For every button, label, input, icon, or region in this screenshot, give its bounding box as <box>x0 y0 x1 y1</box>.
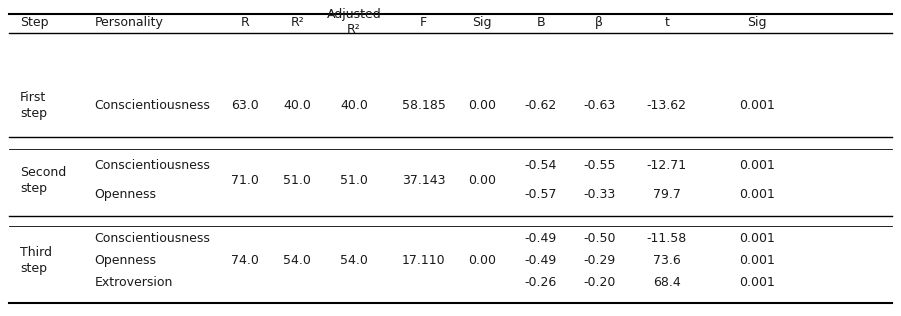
Text: 0.001: 0.001 <box>739 276 775 289</box>
Text: 54.0: 54.0 <box>341 254 368 267</box>
Text: 51.0: 51.0 <box>341 173 368 187</box>
Text: Extroversion: Extroversion <box>95 276 173 289</box>
Text: Sig: Sig <box>747 15 767 29</box>
Text: Openness: Openness <box>95 188 157 201</box>
Text: Openness: Openness <box>95 254 157 267</box>
Text: Step: Step <box>20 15 49 29</box>
Text: Adjusted
R²: Adjusted R² <box>327 8 381 36</box>
Text: 0.00: 0.00 <box>468 173 496 187</box>
Text: 0.001: 0.001 <box>739 99 775 112</box>
Text: -0.20: -0.20 <box>583 276 615 289</box>
Text: -0.57: -0.57 <box>524 188 557 201</box>
Text: -0.49: -0.49 <box>524 232 557 245</box>
Text: 40.0: 40.0 <box>341 99 368 112</box>
Text: -0.49: -0.49 <box>524 254 557 267</box>
Text: -0.33: -0.33 <box>583 188 615 201</box>
Text: 0.001: 0.001 <box>739 232 775 245</box>
Text: R²: R² <box>290 15 305 29</box>
Text: 63.0: 63.0 <box>232 99 259 112</box>
Text: Second
step: Second step <box>20 166 66 195</box>
Text: Conscientiousness: Conscientiousness <box>95 232 211 245</box>
Text: 51.0: 51.0 <box>284 173 311 187</box>
Text: -0.62: -0.62 <box>524 99 557 112</box>
Text: B: B <box>536 15 545 29</box>
Text: 0.00: 0.00 <box>468 254 496 267</box>
Text: 0.001: 0.001 <box>739 254 775 267</box>
Text: 0.00: 0.00 <box>468 99 496 112</box>
Text: β: β <box>596 15 603 29</box>
Text: Personality: Personality <box>95 15 163 29</box>
Text: 54.0: 54.0 <box>284 254 311 267</box>
Text: -0.26: -0.26 <box>524 276 557 289</box>
Text: -0.29: -0.29 <box>583 254 615 267</box>
Text: 68.4: 68.4 <box>653 276 680 289</box>
Text: R: R <box>241 15 250 29</box>
Text: Sig: Sig <box>472 15 492 29</box>
Text: Conscientiousness: Conscientiousness <box>95 159 211 173</box>
Text: -0.50: -0.50 <box>583 232 615 245</box>
Text: -13.62: -13.62 <box>647 99 687 112</box>
Text: 17.110: 17.110 <box>402 254 445 267</box>
Text: 74.0: 74.0 <box>232 254 259 267</box>
Text: 0.001: 0.001 <box>739 159 775 173</box>
Text: t: t <box>664 15 669 29</box>
Text: 0.001: 0.001 <box>739 188 775 201</box>
Text: 79.7: 79.7 <box>653 188 680 201</box>
Text: 73.6: 73.6 <box>653 254 680 267</box>
Text: -12.71: -12.71 <box>647 159 687 173</box>
Text: Conscientiousness: Conscientiousness <box>95 99 211 112</box>
Text: 71.0: 71.0 <box>232 173 259 187</box>
Text: -0.63: -0.63 <box>583 99 615 112</box>
Text: -0.55: -0.55 <box>583 159 615 173</box>
Text: F: F <box>420 15 427 29</box>
Text: 37.143: 37.143 <box>402 173 445 187</box>
Text: 40.0: 40.0 <box>284 99 311 112</box>
Text: 58.185: 58.185 <box>402 99 445 112</box>
Text: -11.58: -11.58 <box>647 232 687 245</box>
Text: Third
step: Third step <box>20 246 52 275</box>
Text: First
step: First step <box>20 91 47 120</box>
Text: -0.54: -0.54 <box>524 159 557 173</box>
